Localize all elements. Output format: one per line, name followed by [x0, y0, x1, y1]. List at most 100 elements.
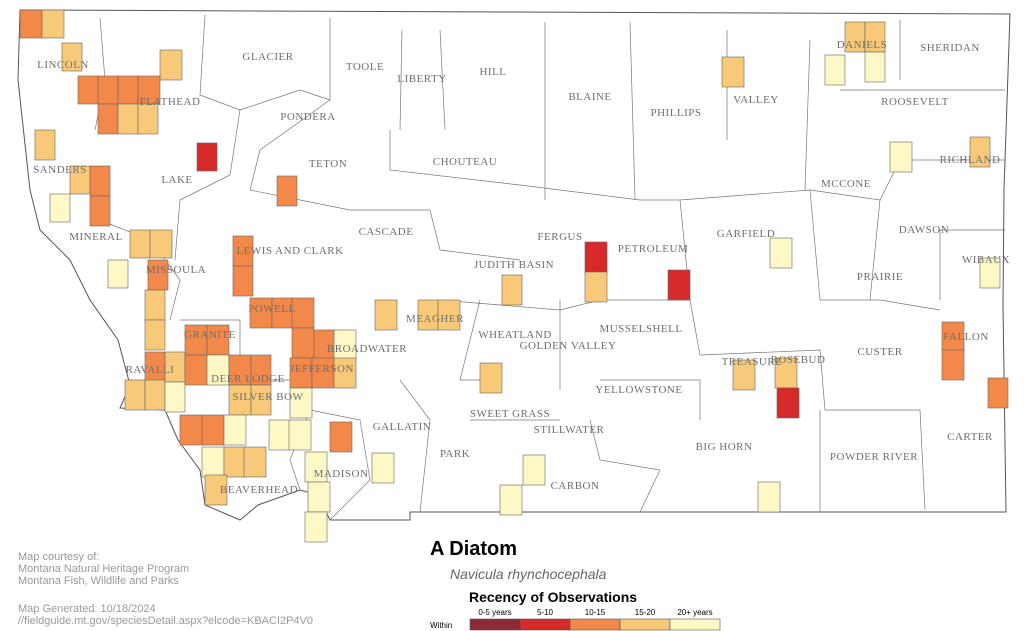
legend-swatch: [569, 618, 621, 631]
legend-label: 15-20: [635, 608, 656, 617]
observation-cell: [329, 421, 353, 453]
county-label: FERGUS: [537, 231, 582, 243]
county-label: FALLON: [943, 331, 989, 343]
legend-prefix: Within: [430, 621, 452, 630]
observation-cell: [371, 452, 395, 484]
county-label: MUSSELSHELL: [599, 323, 682, 335]
legend-swatch: [669, 618, 721, 631]
observation-cell: [250, 384, 272, 416]
legend-title: Recency of Observations: [469, 589, 637, 605]
observation-cells: [19, 9, 1009, 543]
observation-cell: [769, 237, 793, 269]
observation-cell: [144, 379, 166, 411]
observation-cell: [987, 377, 1009, 409]
county-label: WHEATLAND: [478, 329, 552, 341]
county-label: TETON: [309, 158, 347, 170]
county-label: LAKE: [161, 174, 192, 186]
observation-cell: [291, 327, 315, 359]
county-label: DEER LODGE: [211, 373, 285, 385]
observation-cell: [159, 49, 183, 81]
observation-cell: [757, 481, 781, 513]
county-label: PHILLIPS: [650, 107, 701, 119]
county-label: RAVALLI: [126, 364, 175, 376]
legend-label: 20+ years: [677, 608, 712, 617]
observation-cell: [288, 419, 312, 451]
observation-cell: [824, 54, 846, 86]
observation-cell: [196, 142, 218, 172]
county-label: GALLATIN: [373, 421, 431, 433]
observation-cell: [184, 354, 208, 386]
county-label: WIBAUX: [962, 254, 1010, 266]
county-label: GLACIER: [242, 51, 293, 63]
county-label: GRANITE: [184, 329, 236, 341]
observation-cell: [201, 446, 225, 478]
observation-cell: [107, 259, 129, 289]
county-label: MISSOULA: [146, 264, 206, 276]
county-label: MADISON: [314, 468, 369, 480]
observation-cell: [979, 257, 1001, 289]
legend-swatch: [519, 618, 571, 631]
observation-cell: [243, 446, 267, 478]
observation-cell: [49, 193, 71, 223]
observation-cell: [584, 241, 608, 273]
observation-cell: [289, 387, 313, 419]
observation-cell: [333, 357, 357, 389]
observation-cell: [522, 454, 546, 486]
county-label: CARTER: [947, 431, 993, 443]
observation-cell: [117, 75, 139, 105]
county-label: ROSEBUD: [771, 354, 826, 366]
observation-cell: [137, 103, 159, 135]
county-label: PETROLEUM: [618, 243, 689, 255]
county-label: BLAINE: [568, 91, 611, 103]
observation-cell: [969, 136, 991, 168]
generated-date: Map Generated: 10/18/2024: [18, 603, 156, 615]
observation-cell: [304, 511, 328, 543]
county-label: BIG HORN: [696, 441, 753, 453]
credit-line: Montana Fish, Wildlife and Parks: [18, 575, 179, 587]
county-label: CARBON: [551, 480, 600, 492]
observation-cell: [97, 103, 119, 135]
observation-cell: [889, 141, 913, 173]
observation-cell: [61, 42, 83, 72]
observation-cell: [307, 481, 331, 513]
observation-cell: [268, 419, 292, 451]
county-label: MEAGHER: [406, 313, 464, 325]
observation-cell: [124, 379, 146, 411]
county-label: BROADWATER: [327, 343, 407, 355]
county-label: MINERAL: [69, 231, 123, 243]
county-label: LINCOLN: [37, 59, 89, 71]
observation-cell: [223, 414, 247, 446]
map-title: A Diatom: [430, 538, 517, 560]
county-label: JUDITH BASIN: [474, 259, 554, 271]
county-label: LIBERTY: [397, 73, 446, 85]
county-label: CHOUTEAU: [433, 156, 498, 168]
county-label: MCCONE: [821, 178, 871, 190]
observation-cell: [732, 359, 756, 391]
county-label: BEAVERHEAD: [220, 484, 298, 496]
county-label: ROOSEVELT: [881, 96, 949, 108]
observation-cell: [144, 319, 166, 351]
county-label: FLATHEAD: [140, 96, 201, 108]
observation-cell: [864, 51, 886, 83]
county-label: SANDERS: [33, 164, 87, 176]
observation-cell: [667, 269, 691, 301]
county-label: SHERIDAN: [920, 42, 980, 54]
page-url: //fieldguide.mt.gov/speciesDetail.aspx?e…: [18, 615, 313, 627]
credit-line: Map courtesy of:: [18, 551, 99, 563]
county-label: STILLWATER: [534, 424, 605, 436]
county-label: HILL: [479, 66, 506, 78]
county-label: SILVER BOW: [233, 391, 304, 403]
observation-cell: [204, 474, 228, 506]
county-label: PARK: [440, 448, 470, 460]
legend-label: 10-15: [585, 608, 606, 617]
legend-swatch: [619, 618, 671, 631]
observation-cell: [144, 289, 166, 321]
observation-cell: [201, 414, 225, 446]
legend-swatch: [469, 618, 521, 631]
observation-cell: [34, 129, 56, 161]
observation-cell: [129, 229, 151, 259]
county-label: LEWIS AND CLARK: [236, 245, 343, 257]
observation-cell: [776, 387, 800, 419]
observation-cell: [179, 414, 203, 446]
